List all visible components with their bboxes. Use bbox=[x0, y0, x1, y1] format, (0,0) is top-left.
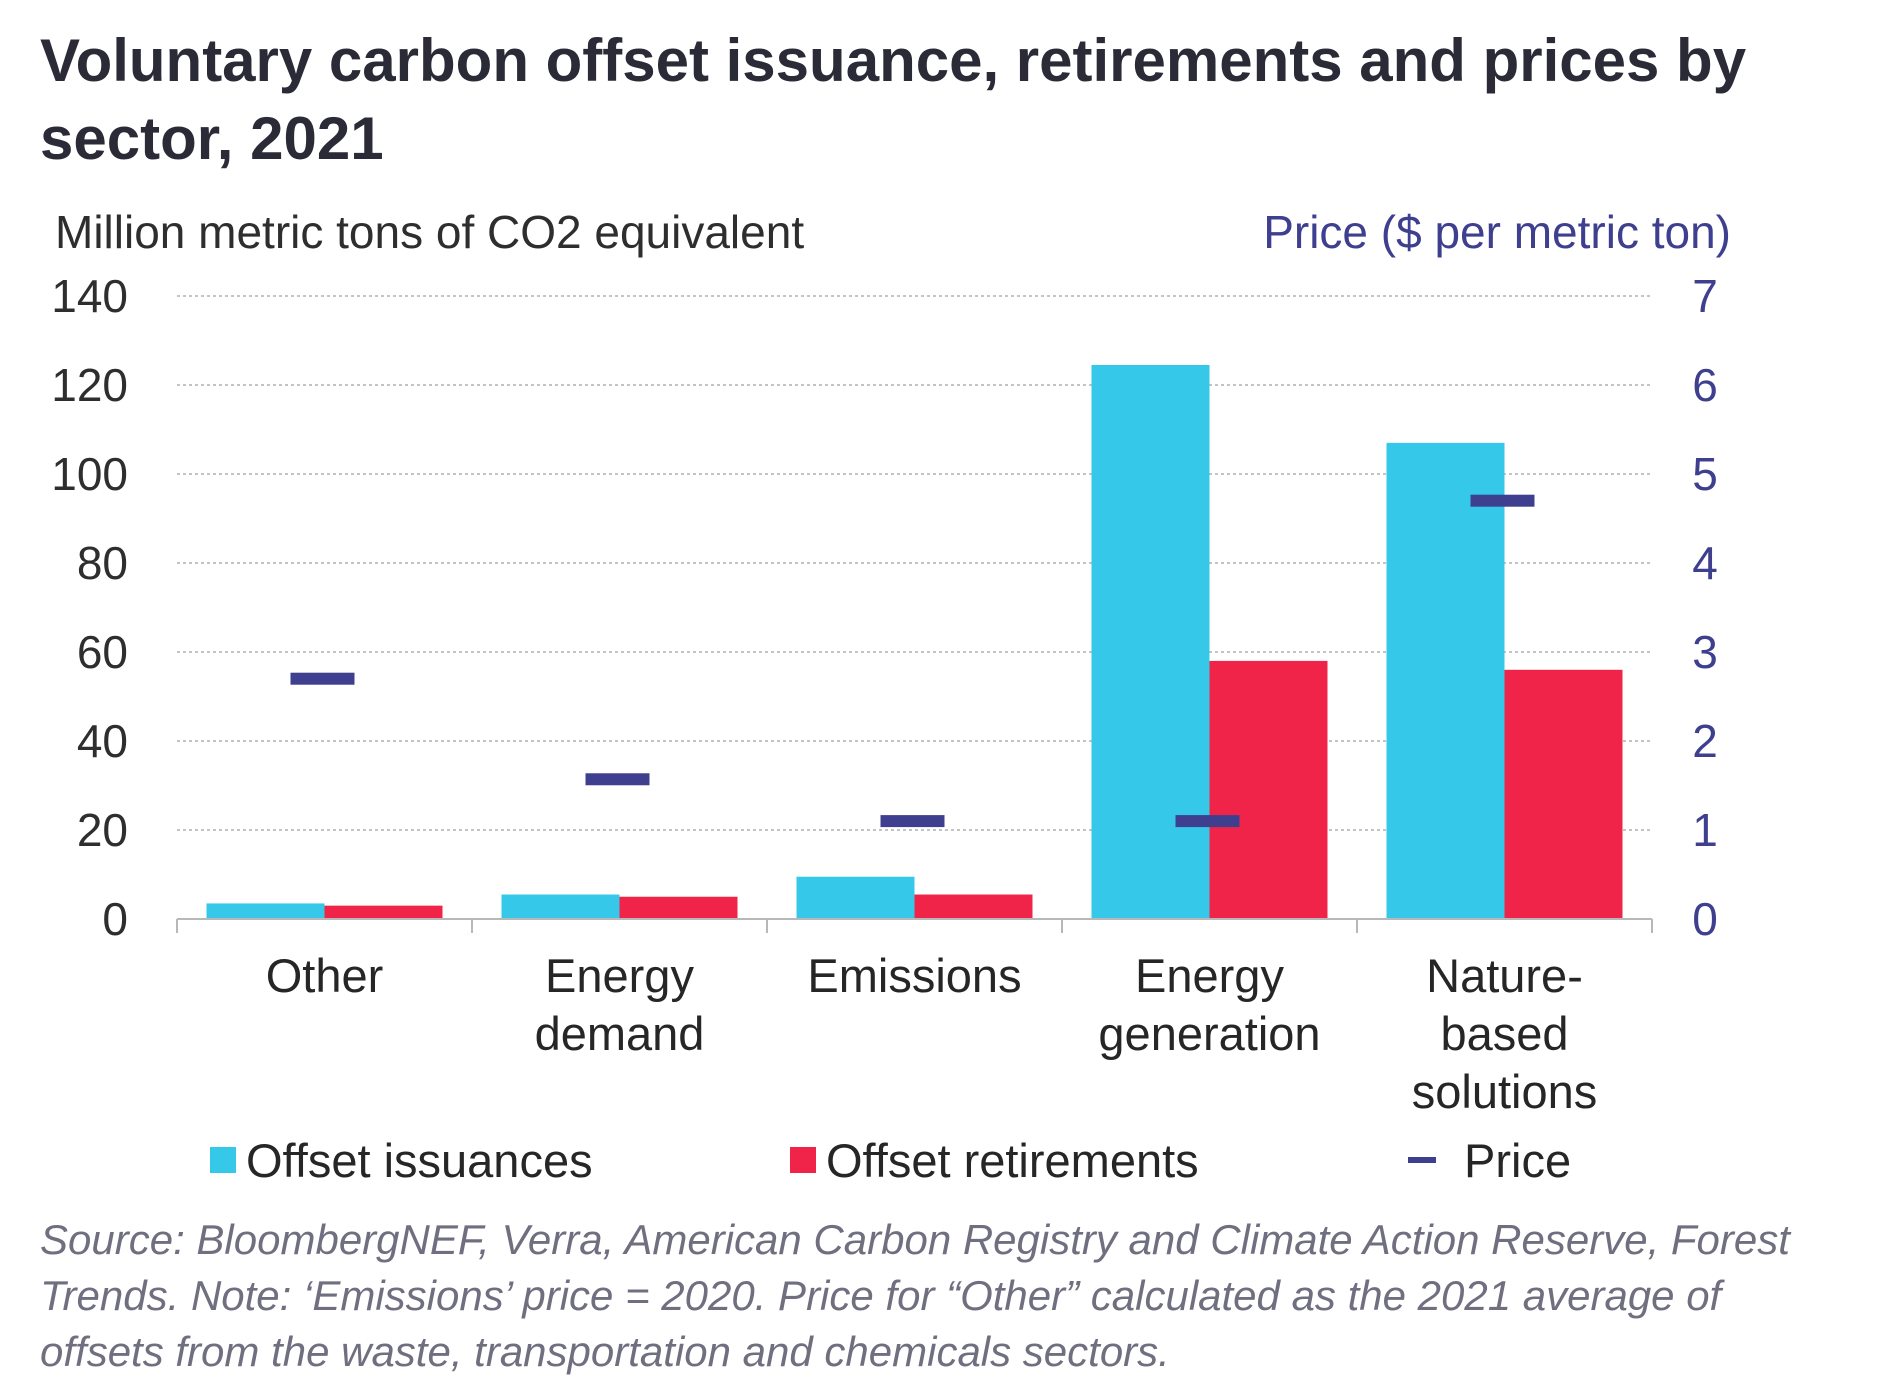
axes bbox=[176, 918, 1653, 933]
left-axis-tick-label: 40 bbox=[77, 715, 128, 767]
price-marker bbox=[1470, 494, 1535, 507]
price-marker bbox=[585, 773, 650, 786]
price-marker bbox=[290, 672, 355, 685]
legend-swatch-issuances bbox=[210, 1147, 236, 1173]
price-marker bbox=[880, 815, 945, 828]
right-axis-tick-label: 0 bbox=[1692, 893, 1718, 945]
right-axis-tick-label: 5 bbox=[1692, 448, 1718, 500]
right-axis-tick-label: 6 bbox=[1692, 359, 1718, 411]
left-axis-tick-label: 100 bbox=[51, 448, 128, 500]
bar-offset-retirements bbox=[1504, 669, 1623, 919]
bars bbox=[206, 364, 1623, 920]
left-axis-title: Million metric tons of CO2 equivalent bbox=[55, 206, 805, 258]
category-label: Nature-based solutions bbox=[1412, 949, 1598, 1118]
bar-offset-issuances bbox=[796, 876, 915, 919]
price-markers bbox=[290, 494, 1535, 828]
left-axis-tick-label: 140 bbox=[51, 270, 128, 322]
bar-offset-issuances bbox=[206, 903, 325, 919]
category-label-line: Other bbox=[266, 949, 384, 1002]
category-label: Energy generation bbox=[1098, 949, 1320, 1060]
category-label: Other bbox=[266, 949, 384, 1002]
bar-offset-retirements bbox=[324, 905, 443, 919]
category-label-line: Emissions bbox=[807, 949, 1021, 1002]
left-axis-tick-label: 0 bbox=[102, 893, 128, 945]
chart-title: Voluntary carbon offset issuance, retire… bbox=[40, 27, 1747, 172]
legend-item-retirements: Offset retirements bbox=[790, 1128, 1199, 1192]
category-label-line: based bbox=[1440, 1007, 1568, 1060]
category-label: Emissions bbox=[807, 949, 1021, 1002]
right-axis-tick-label: 4 bbox=[1692, 537, 1718, 589]
category-label-line: Nature- bbox=[1426, 949, 1583, 1002]
legend-label-price: Price bbox=[1464, 1133, 1572, 1187]
bar-offset-issuances bbox=[501, 894, 620, 919]
legend-label-issuances: Offset issuances bbox=[246, 1133, 593, 1187]
price-marker bbox=[1175, 815, 1240, 828]
source-note: Source: BloombergNEF, Verra, American Ca… bbox=[40, 1216, 1790, 1375]
left-axis-tick-label: 80 bbox=[77, 537, 128, 589]
legend-label-retirements: Offset retirements bbox=[826, 1133, 1199, 1187]
category-label-line: Energy bbox=[1135, 949, 1284, 1002]
bar-offset-issuances bbox=[1386, 442, 1505, 919]
right-axis-tick-label: 7 bbox=[1692, 270, 1718, 322]
bar-offset-retirements bbox=[619, 896, 738, 919]
category-label: Energy demand bbox=[535, 949, 705, 1060]
bar-offset-retirements bbox=[914, 894, 1033, 919]
category-label-line: Energy bbox=[545, 949, 694, 1002]
category-label-line: demand bbox=[535, 1007, 705, 1060]
legend: Offset issuances Offset retirements Pric… bbox=[0, 1128, 1879, 1192]
left-axis-tick-label: 60 bbox=[77, 626, 128, 678]
right-axis-tick-label: 3 bbox=[1692, 626, 1718, 678]
legend-swatch-retirements bbox=[790, 1147, 816, 1173]
category-label-line: generation bbox=[1098, 1007, 1320, 1060]
legend-item-issuances: Offset issuances bbox=[210, 1128, 593, 1192]
left-axis-tick-label: 20 bbox=[77, 804, 128, 856]
bar-offset-issuances bbox=[1091, 364, 1210, 920]
legend-marker-price bbox=[1408, 1157, 1436, 1163]
category-label-line: solutions bbox=[1412, 1065, 1598, 1118]
bar-offset-retirements bbox=[1209, 660, 1328, 919]
right-axis-tick-label: 1 bbox=[1692, 804, 1718, 856]
right-axis-title: Price ($ per metric ton) bbox=[1263, 206, 1731, 258]
legend-item-price: Price bbox=[1408, 1128, 1571, 1192]
right-axis-tick-label: 2 bbox=[1692, 715, 1718, 767]
left-axis-tick-label: 120 bbox=[51, 359, 128, 411]
